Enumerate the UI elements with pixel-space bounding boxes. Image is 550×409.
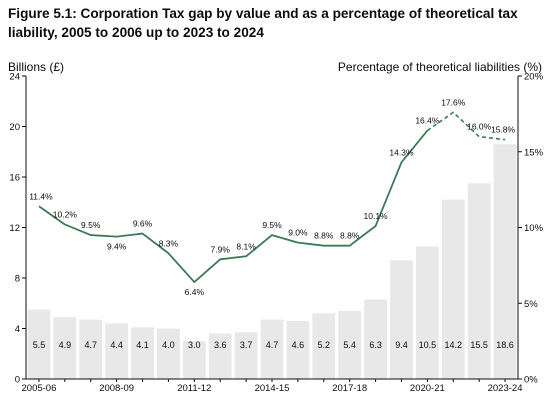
bar-labels-layer: 5.5 4.9 4.7 4.4 4.1 4.0 3.0 3.6 3.7 4.7 4.6 5.2 5.4 6… (33, 340, 514, 350)
bar (467, 183, 491, 379)
pct-value-label: 6.4% (185, 287, 205, 297)
x-tick-label: 2008-09 (99, 383, 134, 394)
x-tick-label: 2023-24 (488, 383, 523, 394)
bar-value-label: 4.1 (136, 340, 149, 350)
pct-value-label: 10.1% (364, 211, 389, 221)
pct-value-label: 9.6% (133, 219, 153, 229)
pct-value-label: 8.3% (159, 238, 179, 248)
bar-value-label: 4.9 (59, 340, 72, 350)
y-right-tick-label: 0% (524, 375, 538, 386)
bar-value-label: 14.2 (444, 340, 462, 350)
y-left-tick-label: 24 (9, 72, 20, 83)
bar (390, 260, 413, 379)
bar (157, 328, 180, 379)
bar (27, 309, 51, 379)
bar (441, 199, 465, 379)
bar-value-label: 4.7 (266, 340, 279, 350)
pct-line-dashed (426, 111, 506, 141)
bar (493, 144, 517, 379)
bar (312, 313, 336, 379)
pct-value-label: 14.3% (389, 147, 414, 157)
bar (131, 327, 154, 379)
axes-layer: 0 4 8 12 16 20 24 0% 5% 10% 15% 20% 2005-06 2008-09 20… (9, 72, 543, 395)
bar-value-label: 10.5 (419, 340, 437, 350)
bar-value-label: 5.2 (318, 340, 331, 350)
bar-value-label: 4.0 (162, 340, 175, 350)
bar (415, 246, 439, 379)
bar (286, 320, 310, 379)
y-right-tick-label: 10% (524, 223, 544, 234)
x-tick-label: 2014-15 (255, 383, 290, 394)
bar-value-label: 3.7 (240, 340, 253, 350)
bar (105, 323, 129, 379)
pct-line-solid (38, 129, 429, 283)
pct-value-label: 8.8% (340, 231, 360, 241)
pct-value-label: 11.4% (29, 191, 53, 201)
pct-value-label: 8.8% (314, 231, 334, 241)
pct-value-label: 15.8% (491, 125, 516, 135)
pct-value-label: 10.2% (53, 209, 78, 219)
y-right-tick-label: 5% (524, 299, 538, 310)
pct-value-label: 7.9% (211, 244, 231, 254)
bar (234, 332, 258, 379)
bar-value-label: 15.5 (470, 340, 488, 350)
bar-value-label: 6.3 (369, 340, 382, 350)
bar (364, 299, 387, 379)
bar (208, 333, 232, 379)
y-left-tick-label: 0 (15, 375, 20, 386)
x-tick-label: 2011-12 (177, 383, 211, 394)
pct-value-label: 17.6% (441, 97, 466, 107)
bars-layer (27, 144, 517, 379)
bar-value-label: 4.7 (84, 340, 97, 350)
pct-value-label: 9.4% (107, 242, 127, 252)
bar-value-label: 4.6 (292, 340, 305, 350)
bar-value-label: 9.4 (395, 340, 408, 350)
x-tick-label: 2005-06 (22, 383, 57, 394)
bar (260, 319, 284, 379)
y-left-tick-label: 20 (9, 122, 20, 133)
pct-value-label: 9.0% (288, 228, 308, 238)
pct-value-label: 16.4% (415, 116, 440, 126)
y-left-tick-label: 12 (9, 223, 20, 234)
bar (338, 310, 362, 379)
bar-value-label: 3.6 (214, 340, 227, 350)
bar-value-label: 5.4 (343, 340, 356, 350)
y-axis-right-title: Percentage of theoretical liabilities (%… (337, 60, 542, 74)
pct-labels-layer: 11.4%10.2%9.5%9.4%9.6%8.3%6.4%7.9% 8.1%9.… (29, 97, 515, 297)
bar (53, 317, 77, 379)
y-right-tick-label: 15% (524, 147, 544, 158)
chart-title: Figure 5.1: Corporation Tax gap by value… (8, 6, 518, 40)
y-left-tick-label: 8 (15, 274, 20, 285)
line-layer (38, 111, 506, 283)
y-right-tick-label: 20% (524, 72, 544, 83)
x-tick-label: 2017-18 (332, 383, 367, 394)
y-left-tick-label: 4 (15, 324, 20, 335)
y-left-tick-label: 16 (9, 173, 20, 184)
bar-value-label: 5.5 (33, 340, 46, 350)
bar (182, 341, 206, 379)
pct-value-label: 9.5% (262, 220, 282, 230)
bar-value-label: 18.6 (496, 340, 514, 350)
pct-value-label: 9.5% (81, 220, 101, 230)
bar (79, 319, 103, 379)
pct-value-label: 16.0% (467, 122, 492, 132)
bar-value-label: 3.0 (188, 340, 201, 350)
bar-value-label: 4.4 (110, 340, 123, 350)
x-tick-label: 2020-21 (410, 383, 445, 394)
pct-value-label: 8.1% (236, 241, 256, 251)
y-axis-left-title: Billions (£) (8, 60, 65, 74)
